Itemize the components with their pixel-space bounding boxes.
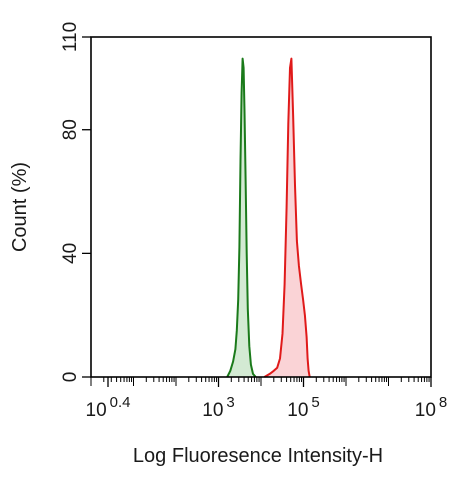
x-minor-ticks (90, 377, 430, 386)
x-tick-label: 10 8 (415, 394, 447, 421)
y-tick-label: 40 (60, 243, 81, 264)
y-tick-label: 80 (60, 119, 81, 140)
y-axis-label: Count (%) (9, 162, 31, 252)
x-tick-labels: 10 0.4 10 3 10 5 10 8 (86, 377, 447, 421)
y-tick-label: 0 (60, 372, 81, 383)
y-tick-label: 110 (60, 22, 81, 52)
x-tick-label: 10 0.4 (86, 394, 131, 421)
y-tick-labels: 0 40 80 110 (60, 22, 91, 382)
plot-frame (90, 36, 432, 378)
x-axis-label: Log Fluoresence Intensity-H (133, 445, 383, 467)
series-2-line (263, 57, 311, 378)
series-1-line (226, 57, 257, 378)
x-tick-label: 10 3 (202, 394, 234, 421)
x-tick-label: 10 5 (287, 394, 319, 421)
series-1-fill (227, 58, 256, 377)
series-layer (226, 57, 311, 378)
